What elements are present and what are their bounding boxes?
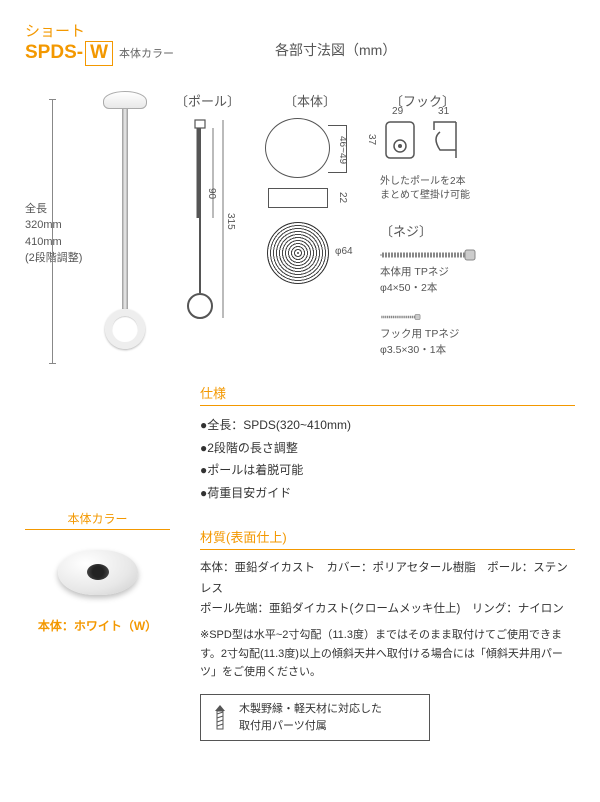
screw-label: 〔ネジ〕 [380,221,510,240]
screw2-label: フック用 TPネジ [380,328,459,340]
spec-block: 仕様 ●全長：SPDS(320~410mm) ●2段階の長さ調整 ●ポールは着脱… [200,383,575,505]
spec-item: ●荷重目安ガイド [200,482,575,505]
hontai-label: 〔本体〕 [265,91,355,110]
dim-hook-w1: 29 [392,106,403,117]
screw-icon [380,248,490,262]
screw-icon [380,310,450,324]
model-suffix: W [85,41,113,66]
title-short: ショート [25,20,575,41]
spec-item: ●ポールは着脱可能 [200,459,575,482]
swatch-hole [87,564,109,580]
hontai-bottom-icon [267,222,329,284]
color-heading: 本体カラー [25,510,170,530]
hontai-diagram: 46~49 22 φ64 [265,118,355,284]
screw-icon [211,703,229,733]
dim-pole-inner: 90 [206,188,217,199]
footer-text: 木製野縁・軽天材に対応した 取付用パーツ付属 [239,701,382,734]
color-name: 本体：ホワイト（W） [25,617,170,634]
hontai-diagram-block: 〔本体〕 46~49 22 φ64 [265,91,355,373]
hook-column: 〔フック〕 29 37 31 [380,91,510,373]
material-line: ポール先端：亜鉛ダイカスト(クロームメッキ仕上) リング：ナイロン [200,599,575,620]
material-line: 本体：亜鉛ダイカスト カバー：ポリアセタール樹脂 ポール：ステンレス [200,558,575,599]
spec-heading: 仕様 [200,383,575,406]
material-heading: 材質(表面仕上) [200,527,575,550]
material-body: 本体：亜鉛ダイカスト カバー：ポリアセタール樹脂 ポール：ステンレス ポール先端… [200,558,575,620]
dimension-line [52,99,53,364]
product-ring [105,309,145,349]
dim-pole-outer: 315 [225,213,236,230]
product-cap [103,91,147,109]
model-prefix: SPDS- [25,42,83,64]
product-column: 全長 320mm 410mm (2段階調整) [25,91,175,373]
dim-hook-h: 37 [366,134,377,145]
diagram-row: 全長 320mm 410mm (2段階調整) 〔ポール〕 [25,91,575,373]
screw2-spec: φ3.5×30・1本 [380,344,446,356]
screw1-spec: φ4×50・2本 [380,282,437,294]
product-illustration [80,91,170,371]
color-swatch [48,542,148,607]
screw-2: フック用 TPネジ φ3.5×30・1本 [380,310,510,359]
pole-diagram: 90 315 [175,118,235,343]
color-label: 本体カラー [119,45,174,61]
dim-hontai-dia: φ64 [335,246,353,257]
hook-diagrams: 29 37 31 [380,118,510,171]
length-label: 全長 320mm 410mm (2段階調整) [25,201,82,267]
spec-list: ●全長：SPDS(320~410mm) ●2段階の長さ調整 ●ポールは着脱可能 … [200,414,575,505]
dim-hook-w2: 31 [438,106,449,117]
hook-front-icon [380,118,420,166]
screw1-label: 本体用 TPネジ [380,266,449,278]
material-note: ※SPD型は水平~2寸勾配（11.3度）まではそのまま取付けてご使用できます。2… [200,626,575,682]
dim-hontai-h: 46~49 [337,136,348,164]
screw-1: 本体用 TPネジ φ4×50・2本 [380,248,510,297]
dimension-title: 各部寸法図（mm） [275,40,396,60]
spec-item: ●全長：SPDS(320~410mm) [200,414,575,437]
screw-section: 〔ネジ〕 本体用 TPネジ φ4×50・2本 [380,221,510,359]
pole-diagram-block: 〔ポール〕 90 315 [175,91,240,373]
product-pole [122,109,128,309]
footer-box: 木製野縁・軽天材に対応した 取付用パーツ付属 [200,694,430,741]
color-block: 本体カラー 本体：ホワイト（W） [25,510,170,634]
hook-label: 〔フック〕 [390,91,510,110]
material-block: 材質(表面仕上) 本体：亜鉛ダイカスト カバー：ポリアセタール樹脂 ポール：ステ… [200,527,575,682]
hontai-top-icon [265,118,330,178]
dim-hontai-mid: 22 [337,192,348,203]
hontai-mid-icon [268,188,328,208]
spec-item: ●2段階の長さ調整 [200,437,575,460]
hook-side-icon [426,118,466,166]
pole-label: 〔ポール〕 [175,91,240,110]
hook-note: 外したポールを2本 まとめて壁掛け可能 [380,175,510,203]
